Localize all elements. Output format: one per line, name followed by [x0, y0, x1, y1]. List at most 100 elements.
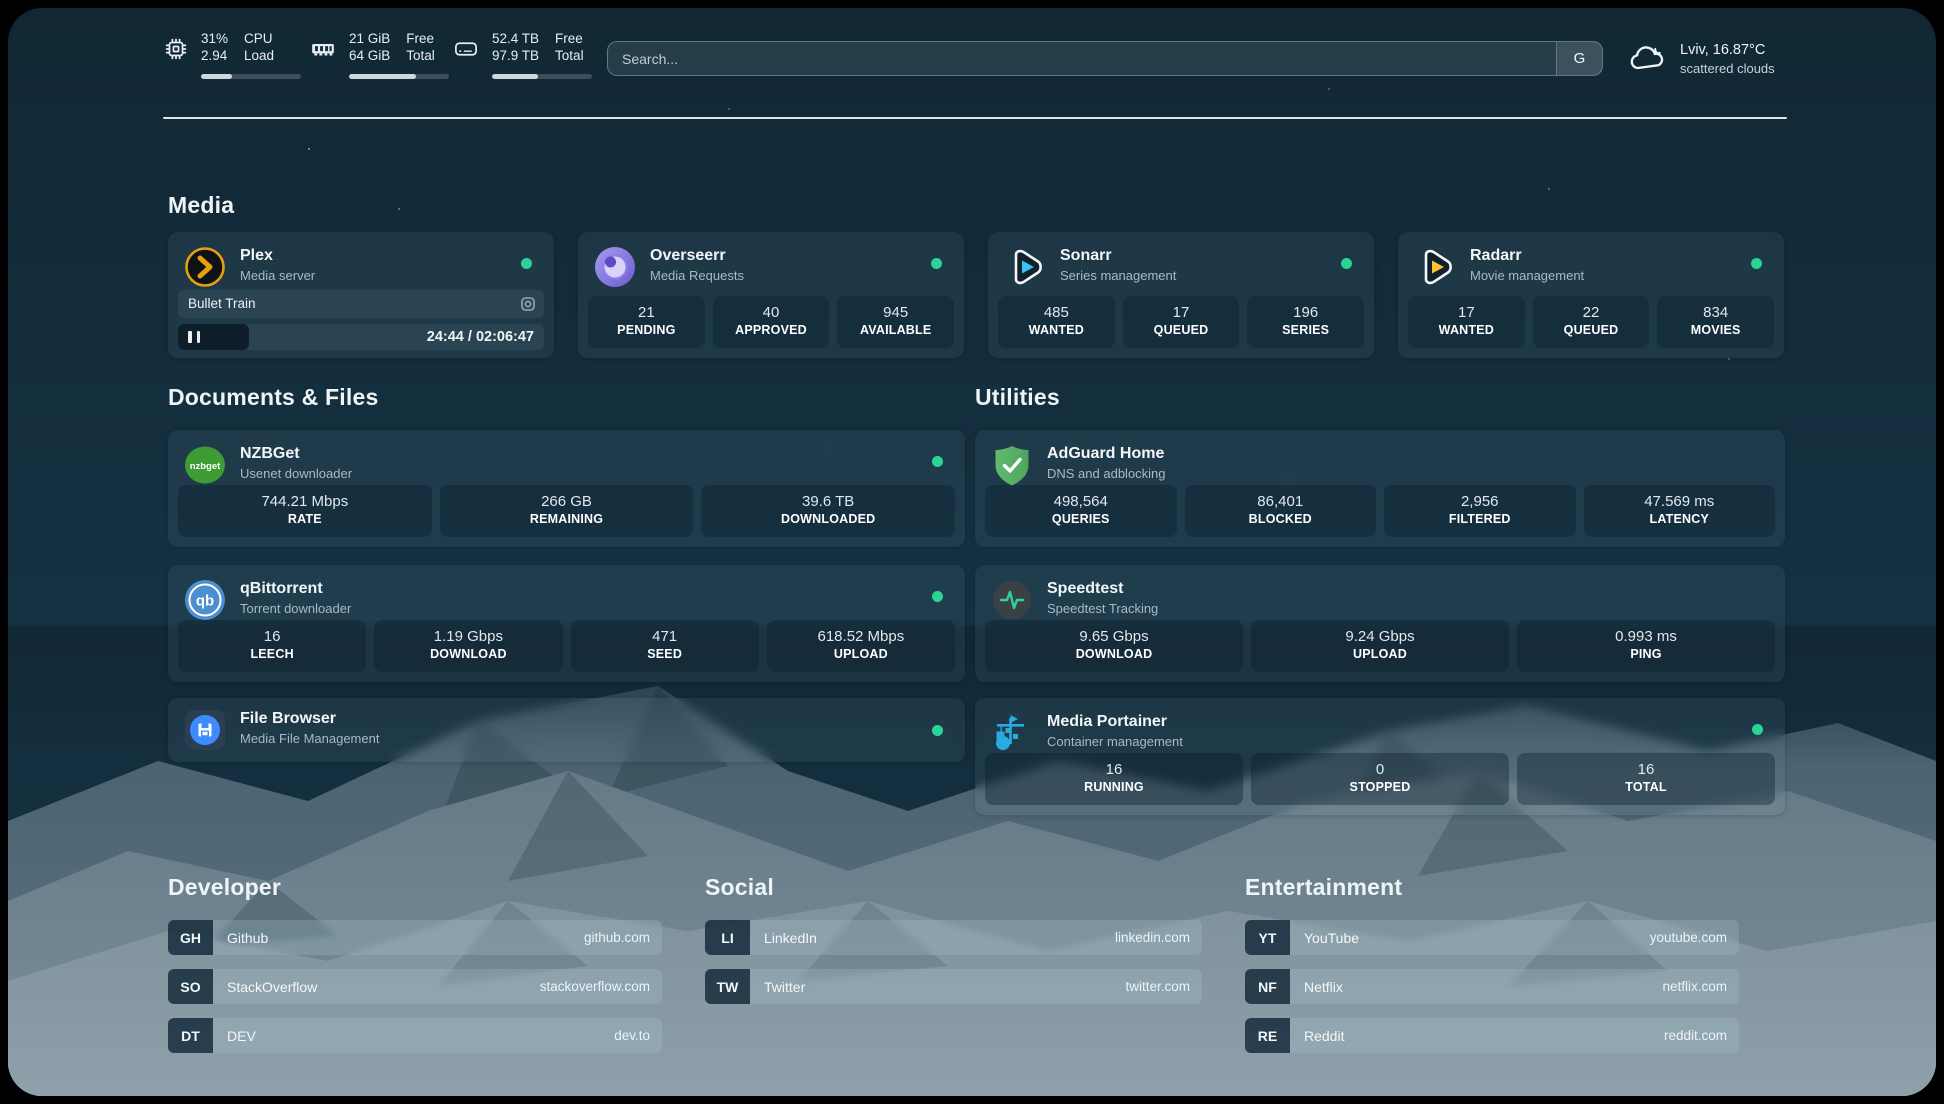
memory-free-label: Free	[406, 31, 435, 46]
bookmark-href: netflix.com	[1662, 979, 1727, 994]
card-adguard[interactable]: AdGuard Home DNS and adblocking 498,564 Q…	[975, 430, 1785, 547]
search-bar: G	[607, 41, 1603, 76]
service-subtitle: Usenet downloader	[240, 466, 353, 481]
stat-tile: 9.65 Gbps DOWNLOAD	[985, 620, 1243, 672]
card-speedtest[interactable]: Speedtest Speedtest Tracking 9.65 Gbps DO…	[975, 565, 1785, 682]
status-dot	[1752, 724, 1763, 735]
bookmark-href: youtube.com	[1649, 930, 1727, 945]
svg-text:nzbget: nzbget	[190, 461, 221, 472]
stat-tile: 16 TOTAL	[1517, 753, 1775, 805]
cpu-stat-widget: 31% 2.94 CPU Load	[163, 30, 301, 79]
transcode-icon	[521, 297, 535, 311]
bookmark-label: Twitter	[764, 978, 806, 995]
cloud-icon	[1630, 46, 1664, 70]
bookmark-label: StackOverflow	[227, 978, 318, 995]
stat-tile: 498,564 QUERIES	[985, 485, 1177, 537]
service-title: qBittorrent	[240, 580, 323, 597]
card-portainer[interactable]: Media Portainer Container management 16 R…	[975, 698, 1785, 815]
disk-total-value: 97.9 TB	[492, 48, 540, 63]
card-plex[interactable]: Plex Media server Bullet Train 24:44 / 0…	[168, 232, 554, 358]
service-subtitle: DNS and adblocking	[1047, 466, 1166, 481]
bookmark-dev[interactable]: DT DEV dev.to	[168, 1018, 662, 1053]
disk-progress-bar	[492, 74, 592, 79]
topbar-divider	[163, 117, 1787, 119]
stat-tile: 22 QUEUED	[1532, 296, 1650, 348]
bookmark-href: github.com	[583, 930, 650, 945]
bookmark-github[interactable]: GH Github github.com	[168, 920, 662, 955]
section-title-entertainment: Entertainment	[1245, 874, 1403, 900]
stat-tile: 618.52 Mbps UPLOAD	[766, 620, 955, 672]
service-subtitle: Media File Management	[240, 731, 380, 746]
status-dot	[932, 591, 943, 602]
portainer-icon	[996, 715, 1024, 750]
memory-free-value: 21 GiB	[349, 31, 391, 46]
card-nzbget[interactable]: nzbget NZBGet Usenet downloader 744.21 M…	[168, 430, 965, 547]
stat-tile: 744.21 Mbps RATE	[178, 485, 432, 537]
service-subtitle: Media server	[240, 268, 316, 283]
bookmark-linkedin[interactable]: LI LinkedIn linkedin.com	[705, 920, 1202, 955]
bookmark-label: Reddit	[1304, 1027, 1345, 1044]
adguard-icon	[995, 446, 1029, 486]
bookmark-youtube[interactable]: YT YouTube youtube.com	[1245, 920, 1739, 955]
card-filebrowser[interactable]: File Browser Media File Management	[168, 698, 965, 762]
service-title: Radarr	[1470, 247, 1522, 264]
search-input[interactable]	[608, 42, 1556, 75]
now-playing-title-row: Bullet Train	[178, 290, 544, 318]
filebrowser-icon	[185, 710, 225, 750]
status-dot	[932, 456, 943, 467]
card-qbittorrent[interactable]: qb qBittorrent Torrent downloader 16 LEEC…	[168, 565, 965, 682]
speedtest-icon	[993, 581, 1031, 619]
playback-time: 24:44 / 02:06:47	[426, 329, 534, 345]
bookmark-href: dev.to	[614, 1028, 650, 1043]
service-subtitle: Movie management	[1470, 268, 1585, 283]
memory-stat-widget: 21 GiB 64 GiB Free Total	[309, 30, 449, 79]
bookmark-href: stackoverflow.com	[539, 979, 650, 994]
bookmark-netflix[interactable]: NF Netflix netflix.com	[1245, 969, 1739, 1004]
disk-icon	[455, 42, 477, 56]
bookmark-reddit[interactable]: RE Reddit reddit.com	[1245, 1018, 1739, 1053]
cpu-progress-bar	[201, 74, 301, 79]
status-dot	[1751, 258, 1762, 269]
disk-stat-widget: 52.4 TB 97.9 TB Free Total	[452, 30, 592, 79]
weather-condition: scattered clouds	[1680, 61, 1775, 76]
card-overseerr[interactable]: Overseerr Media Requests 21 PENDING 40 APP…	[578, 232, 964, 358]
card-sonarr[interactable]: Sonarr Series management 485 WANTED 17 QUE…	[988, 232, 1374, 358]
stat-tile: 21 PENDING	[588, 296, 705, 348]
service-title: Overseerr	[650, 247, 726, 264]
service-title: Speedtest	[1047, 580, 1124, 597]
search-provider-button[interactable]: G	[1556, 42, 1602, 75]
stat-tile: 196 SERIES	[1247, 296, 1365, 348]
stat-tile: 9.24 Gbps UPLOAD	[1251, 620, 1509, 672]
playback-progress-bar: 24:44 / 02:06:47	[178, 324, 544, 350]
bookmark-label: Netflix	[1304, 978, 1343, 995]
plex-icon	[185, 247, 225, 287]
stat-tile: 16 RUNNING	[985, 753, 1243, 805]
stat-tile: 0 STOPPED	[1251, 753, 1509, 805]
bookmark-abbr: YT	[1245, 920, 1290, 955]
stat-tile: 16 LEECH	[178, 620, 367, 672]
service-title: Media Portainer	[1047, 713, 1168, 730]
bookmark-twitter[interactable]: TW Twitter twitter.com	[705, 969, 1202, 1004]
now-playing-title: Bullet Train	[188, 296, 256, 311]
disk-free-value: 52.4 TB	[492, 31, 540, 46]
memory-total-value: 64 GiB	[349, 48, 391, 63]
disk-total-label: Total	[555, 48, 584, 63]
stat-tile: 945 AVAILABLE	[837, 296, 955, 348]
stat-tile: 17 WANTED	[1408, 296, 1525, 348]
radarr-icon	[1424, 249, 1452, 285]
service-subtitle: Media Requests	[650, 268, 744, 283]
overseerr-icon	[595, 247, 635, 287]
stat-tile: 1.19 Gbps DOWNLOAD	[374, 620, 563, 672]
stat-tile: 485 WANTED	[998, 296, 1115, 348]
bookmark-label: Github	[227, 929, 269, 946]
bookmark-stackoverflow[interactable]: SO StackOverflow stackoverflow.com	[168, 969, 662, 1004]
status-dot	[931, 258, 942, 269]
stat-tile: 2,956 FILTERED	[1384, 485, 1576, 537]
stat-tile: 39.6 TB DOWNLOADED	[701, 485, 956, 537]
bookmark-abbr: DT	[168, 1018, 213, 1053]
card-radarr[interactable]: Radarr Movie management 17 WANTED 22 QUEUE…	[1398, 232, 1784, 358]
service-subtitle: Speedtest Tracking	[1047, 601, 1159, 616]
qbittorrent-icon: qb	[185, 580, 225, 620]
status-dot	[932, 725, 943, 736]
cpu-load-value: 2.94	[201, 48, 228, 63]
